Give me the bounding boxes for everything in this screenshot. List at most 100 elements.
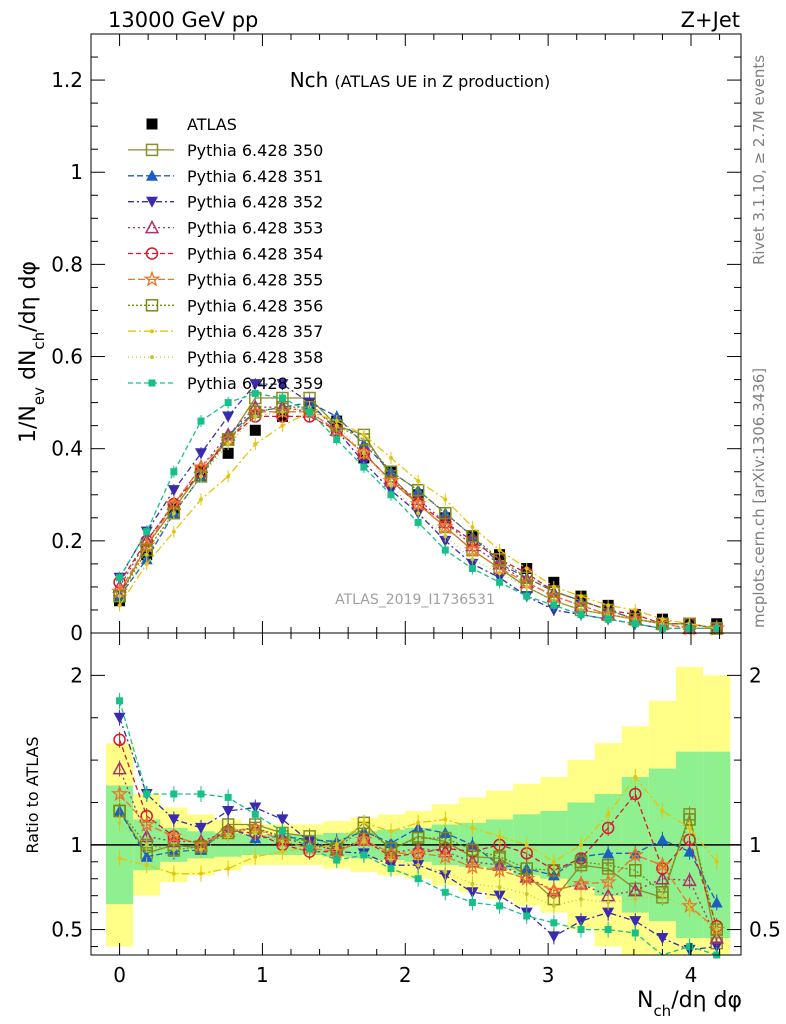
ratio-point bbox=[714, 927, 719, 932]
ratio-point bbox=[520, 862, 533, 875]
ratio-point bbox=[633, 775, 638, 780]
data-point bbox=[251, 389, 259, 397]
ratio-point bbox=[577, 926, 585, 934]
legend: ATLAS Pythia 6.428 350 Pythia 6.428 351 Pyt… bbox=[128, 115, 323, 393]
ratio-series-pythia-6-428-357 bbox=[117, 769, 719, 882]
ratio-point bbox=[579, 842, 583, 847]
data-point bbox=[165, 495, 183, 512]
x-tick-label: 2 bbox=[399, 963, 412, 987]
data-point bbox=[361, 432, 366, 437]
legend-entry: Pythia 6.428 351 bbox=[128, 167, 323, 186]
ratio-point bbox=[463, 857, 481, 875]
data-point bbox=[524, 584, 529, 589]
ratio-point bbox=[253, 830, 258, 835]
ratio-point bbox=[470, 825, 475, 830]
ratio-point bbox=[496, 902, 504, 910]
ratio-point bbox=[599, 873, 617, 890]
y-tick-label: 0.8 bbox=[51, 252, 83, 276]
ratio-point bbox=[682, 872, 697, 887]
ratio-point bbox=[518, 869, 536, 887]
data-point bbox=[199, 474, 203, 479]
ratio-point bbox=[683, 845, 696, 857]
data-point bbox=[253, 442, 258, 447]
ratio-point bbox=[334, 846, 339, 851]
ratio-point bbox=[547, 931, 560, 943]
ratio-point bbox=[222, 805, 235, 817]
legend-marker bbox=[148, 379, 156, 387]
ratio-point bbox=[276, 814, 289, 826]
ratio-point bbox=[633, 897, 638, 902]
data-point bbox=[333, 435, 341, 443]
legend-marker bbox=[145, 247, 159, 260]
legend-entry: Pythia 6.428 355 bbox=[128, 270, 323, 289]
ratio-point bbox=[409, 844, 427, 861]
ratio-point bbox=[443, 817, 448, 822]
ratio-y-tick-label: 2 bbox=[70, 663, 83, 687]
data-point bbox=[116, 574, 124, 582]
ratio-point bbox=[656, 833, 669, 845]
data-point bbox=[195, 448, 207, 460]
ratio-point bbox=[113, 733, 126, 747]
ratio-point bbox=[195, 822, 207, 834]
ratio-point bbox=[143, 790, 151, 798]
ratio-line bbox=[118, 700, 717, 956]
data-point bbox=[416, 478, 421, 483]
ratio-point bbox=[524, 891, 529, 896]
legend-entry: Pythia 6.428 359 bbox=[128, 374, 323, 393]
data-point bbox=[144, 552, 149, 557]
ratio-point bbox=[629, 864, 642, 877]
data-point bbox=[443, 534, 448, 539]
data-point bbox=[170, 468, 178, 476]
data-point bbox=[606, 603, 611, 608]
ratio-point bbox=[411, 831, 425, 845]
data-point bbox=[197, 417, 205, 425]
ratio-point bbox=[361, 820, 366, 825]
plot-title-sub: (ATLAS UE in Z production) bbox=[334, 72, 550, 91]
ratio-y-tick-label-right: 2 bbox=[749, 663, 762, 687]
data-point bbox=[551, 584, 556, 589]
ratio-point bbox=[170, 790, 178, 798]
data-point bbox=[384, 465, 398, 478]
ratio-point bbox=[660, 808, 665, 813]
legend-label: Pythia 6.428 359 bbox=[187, 374, 323, 393]
ratio-point bbox=[117, 820, 122, 825]
data-point bbox=[523, 592, 531, 600]
ratio-y-tick-label: 1 bbox=[70, 833, 83, 857]
legend-entry: Pythia 6.428 358 bbox=[128, 348, 323, 367]
series-line bbox=[119, 406, 717, 630]
y-tick-label: 1.2 bbox=[51, 68, 83, 92]
data-point bbox=[278, 394, 286, 402]
ratio-point bbox=[416, 863, 421, 868]
y-tick-label: 0.6 bbox=[51, 345, 83, 369]
ratio-point bbox=[606, 900, 611, 905]
ratio-point bbox=[140, 850, 153, 862]
y-tick-label: 0.2 bbox=[51, 529, 83, 553]
ratio-point bbox=[551, 903, 556, 908]
ratio-point bbox=[470, 881, 475, 886]
ratio-point bbox=[389, 829, 393, 834]
legend-label: Pythia 6.428 351 bbox=[187, 167, 323, 186]
legend-marker bbox=[145, 299, 159, 312]
data-point bbox=[439, 506, 452, 520]
ratio-point bbox=[629, 787, 642, 801]
data-point bbox=[470, 557, 475, 562]
data-point bbox=[389, 483, 393, 488]
x-tick-label: 1 bbox=[256, 963, 269, 987]
legend-marker bbox=[145, 143, 159, 157]
data-point bbox=[222, 411, 235, 423]
ratio-point bbox=[545, 881, 563, 898]
ratio-point bbox=[199, 871, 203, 876]
process-label: Z+Jet bbox=[681, 8, 740, 32]
plot-title: Nch (ATLAS UE in Z production) bbox=[290, 68, 551, 92]
ratio-point bbox=[686, 943, 694, 951]
data-point bbox=[361, 451, 366, 456]
ratio-point bbox=[333, 856, 341, 864]
y-tick-label: 0 bbox=[70, 621, 83, 645]
legend-entry: ATLAS bbox=[146, 115, 237, 134]
mcplots-label: mcplots.cern.ch [arXiv:1306.3436] bbox=[750, 368, 768, 628]
ratio-point bbox=[360, 851, 368, 859]
energy-label: 13000 GeV pp bbox=[108, 8, 258, 32]
ratio-point bbox=[306, 844, 314, 852]
y-tick-label: 1 bbox=[70, 160, 83, 184]
data-point bbox=[416, 511, 421, 516]
